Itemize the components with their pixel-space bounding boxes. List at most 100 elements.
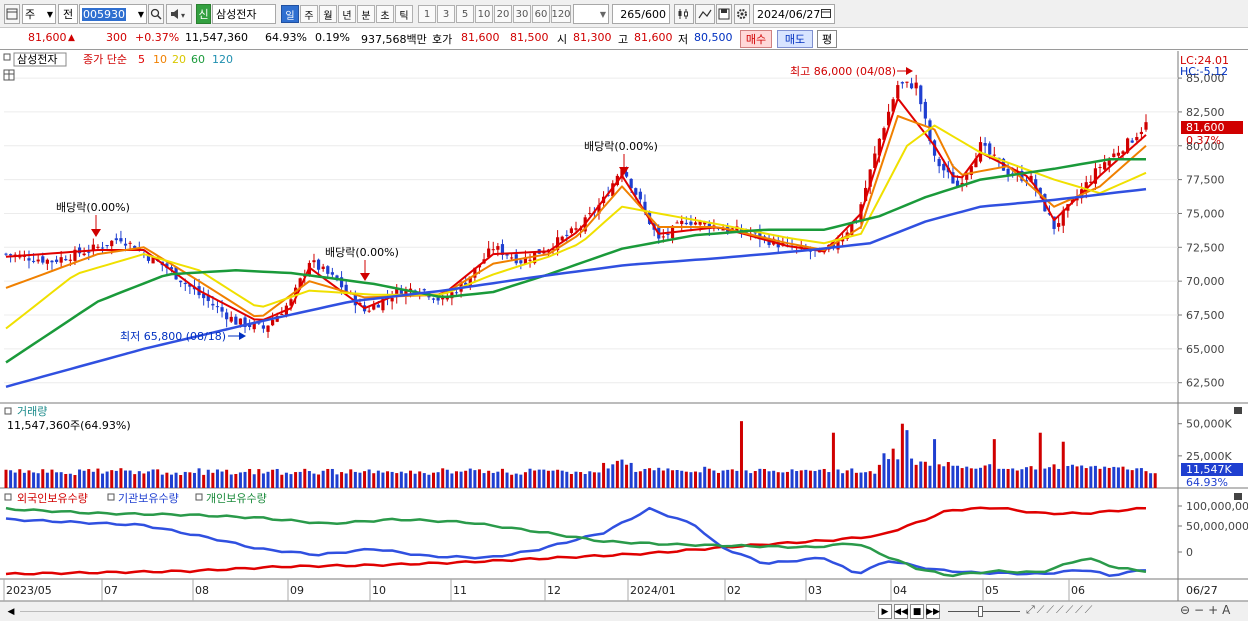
interval-5[interactable]: 5 <box>456 5 474 23</box>
volume-bar <box>243 471 247 488</box>
candle-body <box>919 85 923 105</box>
search-icon[interactable] <box>148 4 164 24</box>
volume-bar <box>27 470 31 488</box>
trendline-icon[interactable] <box>695 4 715 24</box>
volume-bar <box>289 474 293 488</box>
candle-body <box>1020 170 1024 181</box>
period-tick[interactable]: 틱 <box>395 5 413 23</box>
panel-toggle-icon[interactable] <box>4 407 12 415</box>
price-tick-label: 65,000 <box>1186 343 1225 356</box>
fast-forward-icon[interactable]: ▶▶ <box>926 604 940 619</box>
stop-icon[interactable]: ■ <box>910 604 924 619</box>
zoom-slider-handle[interactable] <box>978 606 983 617</box>
candle-body <box>1135 137 1139 141</box>
volume-bar <box>997 468 1001 488</box>
panel-close-icon[interactable] <box>1234 407 1242 414</box>
custom-interval-select[interactable]: ▼ <box>573 4 609 24</box>
volume-bar <box>684 471 688 488</box>
evaluate-button[interactable]: 평 <box>817 30 837 48</box>
interval-1[interactable]: 1 <box>418 5 436 23</box>
volume-bar <box>937 464 941 488</box>
candle-body <box>965 173 969 180</box>
ma-legend-20: 20 <box>172 53 186 66</box>
volume-bar <box>1098 468 1102 488</box>
volume-bar <box>220 471 224 488</box>
scroll-track[interactable] <box>20 611 875 612</box>
volume-bar <box>666 468 670 488</box>
zoom-controls-icon[interactable]: ⊖−+A <box>1180 603 1235 617</box>
mode-select[interactable]: 전 <box>58 4 78 24</box>
candle-body <box>1052 216 1056 229</box>
candle-body <box>123 243 128 246</box>
rewind-icon[interactable]: ◀◀ <box>894 604 908 619</box>
date-tick-label: 11 <box>453 584 467 597</box>
zoom-track[interactable] <box>948 611 1020 612</box>
volume-bar <box>712 470 716 488</box>
turnover-rate: 0.19% <box>315 31 350 44</box>
gear-icon[interactable] <box>734 4 750 24</box>
volume-bar <box>13 472 17 488</box>
interval-10[interactable]: 10 <box>475 5 493 23</box>
window-icon[interactable] <box>4 4 20 24</box>
volume-bar <box>592 472 596 488</box>
candle-body <box>629 178 633 189</box>
data-count-field[interactable]: 265/600 <box>612 4 670 24</box>
period-year[interactable]: 년 <box>338 5 356 23</box>
interval-20[interactable]: 20 <box>494 5 512 23</box>
calendar-icon[interactable] <box>821 8 831 21</box>
chart-canvas[interactable]: 85,000 82,500 80,000 77,500 75,000 72,500 70,0… <box>0 51 1248 603</box>
buy-button[interactable]: 매수 <box>740 30 772 48</box>
chart-scrollbar-bar: ◀ ▶ ◀◀ ■ ▶▶ ⤢⟋⟋⟋⟋⟋⟋ ⊖−+A <box>0 601 1248 621</box>
period-day[interactable]: 일 <box>281 5 299 23</box>
candle-body <box>730 228 734 230</box>
sell-button[interactable]: 매도 <box>777 30 813 48</box>
speaker-icon[interactable]: ▾ <box>166 4 192 24</box>
chart-area[interactable]: 85,000 82,500 80,000 77,500 75,000 72,500 70,0… <box>0 51 1248 603</box>
volume-bar <box>422 473 426 488</box>
volume-bar <box>1116 467 1120 488</box>
period-second[interactable]: 초 <box>376 5 394 23</box>
drawing-tools-icon[interactable]: ⤢⟋⟋⟋⟋⟋⟋ <box>1026 603 1095 616</box>
period-week[interactable]: 주 <box>300 5 318 23</box>
volume-bar <box>1153 473 1157 488</box>
volume-bar <box>574 471 578 488</box>
candle-body <box>868 169 872 187</box>
volume-bar <box>1052 464 1056 488</box>
candle-body <box>436 297 440 301</box>
volume-bar <box>418 471 422 488</box>
candle-body <box>1070 198 1075 203</box>
candle-body <box>1038 187 1042 195</box>
candle-body <box>1126 138 1130 153</box>
panel-toggle-icon[interactable] <box>3 53 11 61</box>
volume-bar <box>785 471 789 488</box>
scroll-left-icon[interactable]: ◀ <box>7 606 15 617</box>
candle-body <box>1098 166 1102 169</box>
period-month[interactable]: 월 <box>319 5 337 23</box>
panel-toggle-icon[interactable] <box>4 493 12 501</box>
candle-body <box>225 312 229 320</box>
chart-type-icon[interactable] <box>674 4 694 24</box>
save-icon[interactable] <box>716 4 732 24</box>
stock-code-input[interactable]: 005930 ▼ <box>79 4 147 24</box>
volume-bar <box>1029 466 1033 488</box>
volume-bar <box>942 466 946 488</box>
new-listing-badge: 신 <box>196 4 211 24</box>
panel-toggle-icon[interactable] <box>195 493 203 501</box>
candle-body <box>923 101 927 119</box>
interval-60[interactable]: 60 <box>532 5 550 23</box>
interval-120[interactable]: 120 <box>551 5 571 23</box>
scroll-right-icon[interactable]: ▶ <box>878 604 892 619</box>
period-minute[interactable]: 분 <box>357 5 375 23</box>
candle-body <box>54 259 59 262</box>
panel-toggle-icon[interactable] <box>107 493 115 501</box>
market-select[interactable]: 주 ▼ <box>22 4 56 24</box>
volume-bar <box>1130 470 1134 488</box>
interval-30[interactable]: 30 <box>513 5 531 23</box>
interval-3[interactable]: 3 <box>437 5 455 23</box>
volume-bar <box>303 468 307 488</box>
date-tick-label: 07 <box>104 584 118 597</box>
date-picker[interactable]: 2024/06/27 <box>753 4 835 24</box>
volume-bar <box>680 470 684 488</box>
panel-close-icon[interactable] <box>1234 493 1242 500</box>
volume-bar <box>124 470 128 488</box>
